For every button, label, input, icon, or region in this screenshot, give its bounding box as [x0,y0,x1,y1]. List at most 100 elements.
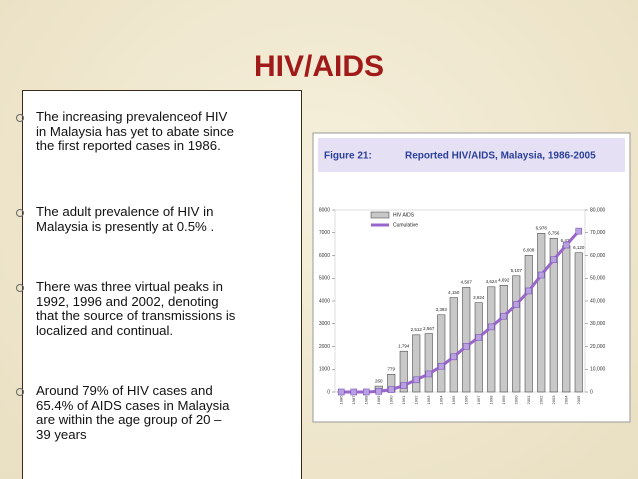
value-label: 2,512 [411,327,423,332]
bullet-line: 39 years [36,426,87,442]
value-label: 6,120 [573,245,585,250]
bullet-line: are within the age group of 20 – [36,412,222,427]
value-label: 779 [387,366,395,371]
x-tick-label: 1988 [363,395,368,405]
y-tick-label: 1000 [319,367,330,373]
x-tick-label: 2003 [551,395,556,405]
line-marker [462,343,470,350]
line-marker [575,227,583,235]
line-marker [487,323,495,331]
line-marker [400,382,408,389]
value-label: 6,427 [561,238,573,243]
value-label: 260 [375,378,383,383]
chart-header [318,138,625,172]
y2-tick-label: 20,000 [590,344,606,350]
line-marker [337,388,345,396]
bar [524,255,533,393]
x-tick-label: 2004 [563,395,568,405]
value-label: 5,107 [511,268,523,273]
bar [449,297,458,393]
x-tick-label: 1990 [388,395,393,405]
bullet-line: Around 79% of HIV cases and [36,383,213,398]
bar [462,287,471,393]
line-marker [500,312,508,320]
bullet-line: The adult prevalence of HIV in [36,204,214,219]
chart-title: Figure 21: [324,151,372,162]
bar [537,233,546,393]
x-tick-label: 1987 [351,395,356,405]
x-tick-label: 1995 [451,395,456,405]
bullet: The adult prevalence of HIV in Malaysia i… [16,204,215,234]
line-marker [412,376,420,384]
y-tick-label: 4000 [319,298,330,304]
x-tick-label: 1986 [338,395,343,405]
y-tick-label: 2000 [319,344,330,350]
y2-tick-label: 80,000 [590,207,606,213]
bullet-marker [16,388,24,396]
slide-title: HIV/AIDS [253,50,385,83]
line-marker [425,370,433,378]
bar [512,275,521,393]
bar [499,285,508,393]
bullet-marker [16,209,24,217]
y-tick-label: 8000 [319,207,330,213]
value-label: 6,978 [536,225,548,230]
y-tick-label: 7000 [319,230,330,236]
value-label: 1,794 [398,343,410,348]
line-marker [375,388,383,395]
x-tick-label: 1994 [438,395,443,405]
bullet-line: that the source of transmissions is [36,308,236,323]
x-tick-label: 1989 [376,395,381,405]
x-tick-label: 1997 [476,395,481,405]
bar [562,245,571,393]
value-label: 4,692 [498,277,510,282]
line-marker [362,388,370,396]
y2-tick-label: 50,000 [590,276,606,282]
line-marker [475,334,483,341]
line-marker [350,388,358,396]
line-marker [387,386,395,393]
value-label: 4,150 [448,290,460,295]
bullet-marker [16,114,24,122]
bar [474,302,483,393]
bullet-line: the first reported cases in 1986. [36,138,221,153]
x-tick-label: 1993 [426,395,431,405]
x-tick-label: 2005 [576,395,581,405]
legend-swatch [370,211,390,219]
value-label: 3,924 [473,295,485,300]
text-box [22,90,302,479]
bullet-line: There was three virtual peaks in [36,279,223,294]
y2-tick-label: 10,000 [590,367,606,373]
line-marker [450,353,458,361]
y2-tick-label: 30,000 [590,321,606,327]
bullet-line: 65.4% of AIDS cases in Malaysia [36,397,230,413]
y2-tick-label: 60,000 [590,253,606,259]
bar [424,333,433,393]
y-tick-label: 3000 [319,321,330,327]
line-marker [437,362,445,370]
value-label: 2,567 [423,326,435,331]
x-tick-label: 2002 [538,395,543,405]
y2-tick-label: 40,000 [590,298,606,304]
bar [574,252,583,393]
bullet-marker [16,284,24,292]
x-tick-label: 1998 [488,395,493,405]
bullet-line: in Malaysia has yet to abate since [36,123,234,139]
line-marker [550,256,558,263]
y-tick-label: 0 [327,389,330,395]
bullet-line: Malaysia is presently at 0.5% . [36,218,215,234]
legend-label: HIV AIDS [393,212,415,218]
bullet-line: localized and continual. [36,322,174,338]
bar [399,350,408,393]
y2-tick-label: 0 [590,389,593,395]
bar [487,286,496,393]
y-tick-label: 6000 [319,253,330,259]
bullet: There was three virtual peaks in 1992, 19… [16,279,236,338]
value-label: 6,756 [548,230,560,235]
x-tick-label: 1992 [413,395,418,405]
bullet: The increasing prevalenceof HIV in Malays… [16,109,234,154]
line-marker [525,287,533,295]
x-tick-label: 1991 [401,395,406,405]
bullet-line: 1992, 1996 and 2002, denoting [36,293,219,309]
